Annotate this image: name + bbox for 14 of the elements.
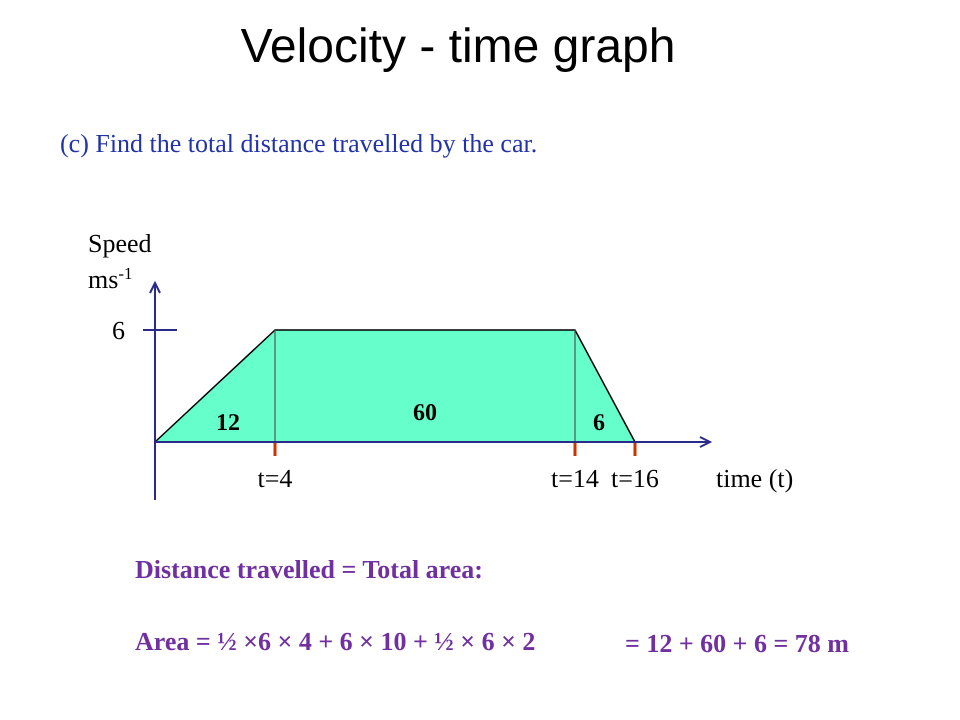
text: 6 <box>112 316 125 345</box>
x-tick-label: t=14 <box>551 464 599 493</box>
text: = 12 + 60 + 6 = 78 m <box>625 629 850 658</box>
annotation: 60 <box>413 400 437 426</box>
x-tick-label: t=4 <box>258 464 292 493</box>
x-axis-title: time (t) <box>716 464 794 493</box>
annotation: 12 <box>216 410 240 436</box>
text: Distance travelled = Total area: <box>135 555 483 584</box>
text: Area = ½ ×6 × 4 + 6 × 10 + ½ × 6 × 2 <box>135 627 536 656</box>
annotation: 6 <box>593 410 605 436</box>
chart-subtitle: (c) Find the total distance travelled by the car. <box>60 129 538 158</box>
x-tick-label: t=16 <box>611 464 659 493</box>
y-axis-title: Speed ms$^{-1}$ <box>88 229 152 294</box>
chart-title: Velocity - time graph <box>240 20 676 73</box>
